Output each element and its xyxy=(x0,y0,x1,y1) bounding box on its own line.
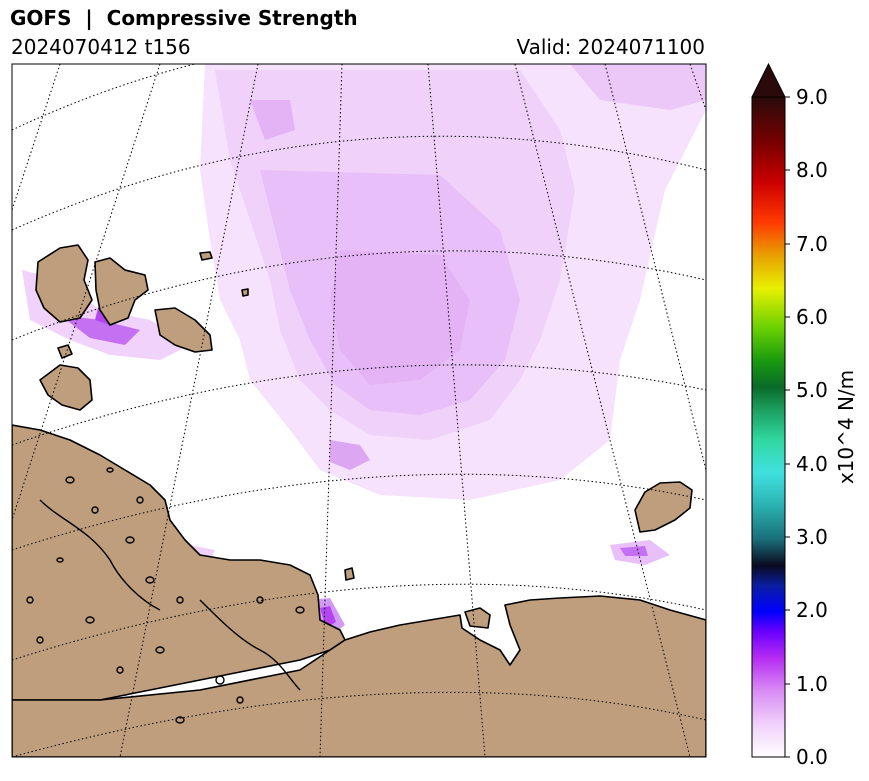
valid-time-label: Valid: 2024071100 xyxy=(516,35,705,59)
island-north-2 xyxy=(94,257,149,326)
island-north-3 xyxy=(154,307,213,353)
land-masses xyxy=(12,244,706,757)
colorbar-tick: 6.0 xyxy=(796,305,828,329)
colorbar-tick: 0.0 xyxy=(796,745,828,769)
island-east xyxy=(634,481,693,533)
colorbar-tick: 5.0 xyxy=(796,378,828,402)
colorbar-tick: 1.0 xyxy=(796,672,828,696)
colorbar-tick: 7.0 xyxy=(796,232,828,256)
map-title: GOFS | Compressive Strength xyxy=(10,6,358,30)
colorbar-tick: 8.0 xyxy=(796,158,828,182)
colorbar-tick: 3.0 xyxy=(796,525,828,549)
island-small-1 xyxy=(57,344,73,359)
graticule xyxy=(12,64,706,757)
colorbar-extend-arrow xyxy=(751,62,786,98)
colorbar xyxy=(751,62,790,758)
mainland-south xyxy=(12,595,706,757)
island-north-1 xyxy=(35,244,93,323)
colorbar-tick: 4.0 xyxy=(796,452,828,476)
colorbar-frame xyxy=(751,96,786,758)
inland-lakes xyxy=(26,467,305,724)
colorbar-tick: 9.0 xyxy=(796,85,828,109)
colorbar-tick: 2.0 xyxy=(796,598,828,622)
mainland-west xyxy=(12,424,346,701)
island-north-4 xyxy=(39,364,93,411)
colorbar-gradient xyxy=(752,97,785,757)
run-time-label: 2024070412 t156 xyxy=(11,35,191,59)
colorbar-label: x10^4 N/m xyxy=(834,369,858,485)
map-frame xyxy=(11,63,707,758)
ice-strength-field xyxy=(22,64,706,640)
